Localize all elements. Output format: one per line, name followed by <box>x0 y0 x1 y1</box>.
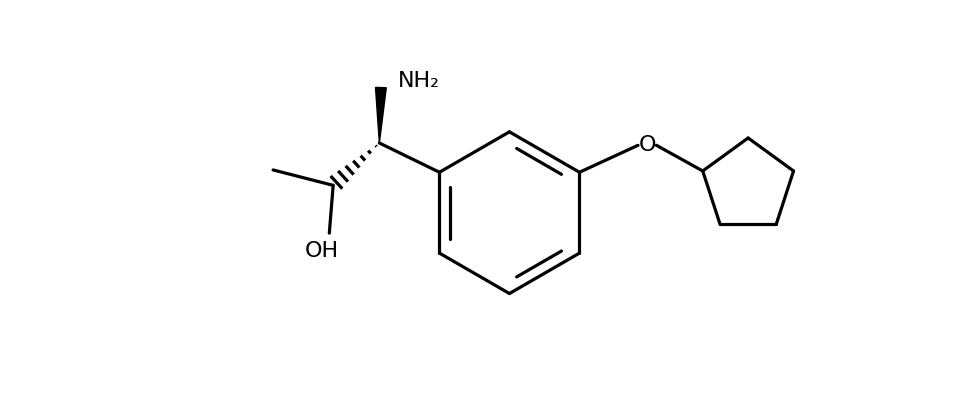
Text: O: O <box>638 135 656 155</box>
Text: NH₂: NH₂ <box>398 71 440 91</box>
Polygon shape <box>376 87 386 143</box>
Text: OH: OH <box>305 241 339 261</box>
